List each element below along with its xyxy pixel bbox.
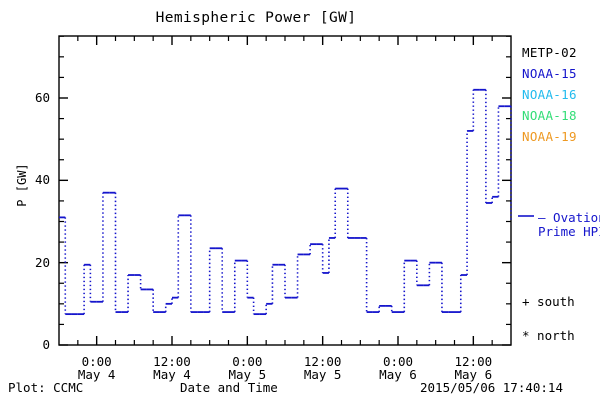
y-tick-label: 40 xyxy=(34,172,50,188)
x-axis-minor-ticks xyxy=(77,36,493,345)
x-tick-time: 12:00 xyxy=(303,354,342,369)
plot-frame xyxy=(58,35,512,346)
south-symbol-legend: + south xyxy=(522,294,575,309)
x-tick-time: 0:00 xyxy=(81,354,112,369)
y-tick-label: 60 xyxy=(34,90,50,105)
x-tick-label: 12:00 May 5 xyxy=(283,355,363,381)
legend-item-metp-02: METP-02 xyxy=(522,45,577,60)
y-tick-label: 20 xyxy=(34,254,50,270)
x-tick-date: May 6 xyxy=(454,367,493,382)
x-tick-label: 12:00 May 4 xyxy=(132,355,212,381)
ovation-label-line2: Prime HPI xyxy=(538,223,600,239)
data-series-layer xyxy=(59,88,512,316)
x-tick-time: 0:00 xyxy=(232,354,263,369)
x-tick-label: 0:00 May 5 xyxy=(207,355,287,381)
x-tick-date: May 6 xyxy=(379,367,417,382)
x-tick-time: 12:00 xyxy=(153,354,191,369)
x-tick-date: May 5 xyxy=(228,367,267,382)
plot-timestamp: 2015/05/06 17:40:14 xyxy=(420,380,563,395)
x-tick-date: May 4 xyxy=(77,367,116,382)
x-tick-label: 0:00 May 4 xyxy=(57,355,137,381)
ovation-label-line1: — Ovation xyxy=(538,210,600,225)
y-axis-minor-ticks xyxy=(59,35,511,326)
legend-item-noaa-15: NOAA-15 xyxy=(522,66,577,81)
x-axis-label: Date and Time xyxy=(180,380,278,395)
y-tick-label: 0 xyxy=(42,337,50,352)
x-axis-major-ticks xyxy=(95,36,475,345)
y-axis-major-ticks xyxy=(59,97,511,346)
x-tick-label: 12:00 May 6 xyxy=(433,355,513,381)
x-tick-time: 0:00 xyxy=(382,354,414,369)
legend-item-noaa-16: NOAA-16 xyxy=(522,87,577,102)
plot-credit: Plot: CCMC xyxy=(8,380,84,395)
legend-item-noaa-19: NOAA-19 xyxy=(522,129,577,144)
legend-item-noaa-18: NOAA-18 xyxy=(522,108,577,123)
x-tick-label: 0:00 May 6 xyxy=(358,355,438,381)
ovation-annotation: — Ovation Prime HPI xyxy=(538,211,600,238)
x-tick-time: 12:00 xyxy=(454,354,493,369)
north-symbol-legend: * north xyxy=(522,328,575,343)
x-tick-date: May 5 xyxy=(303,367,342,382)
page-title: Hemispheric Power [GW] xyxy=(155,10,357,26)
x-tick-date: May 4 xyxy=(153,367,191,382)
